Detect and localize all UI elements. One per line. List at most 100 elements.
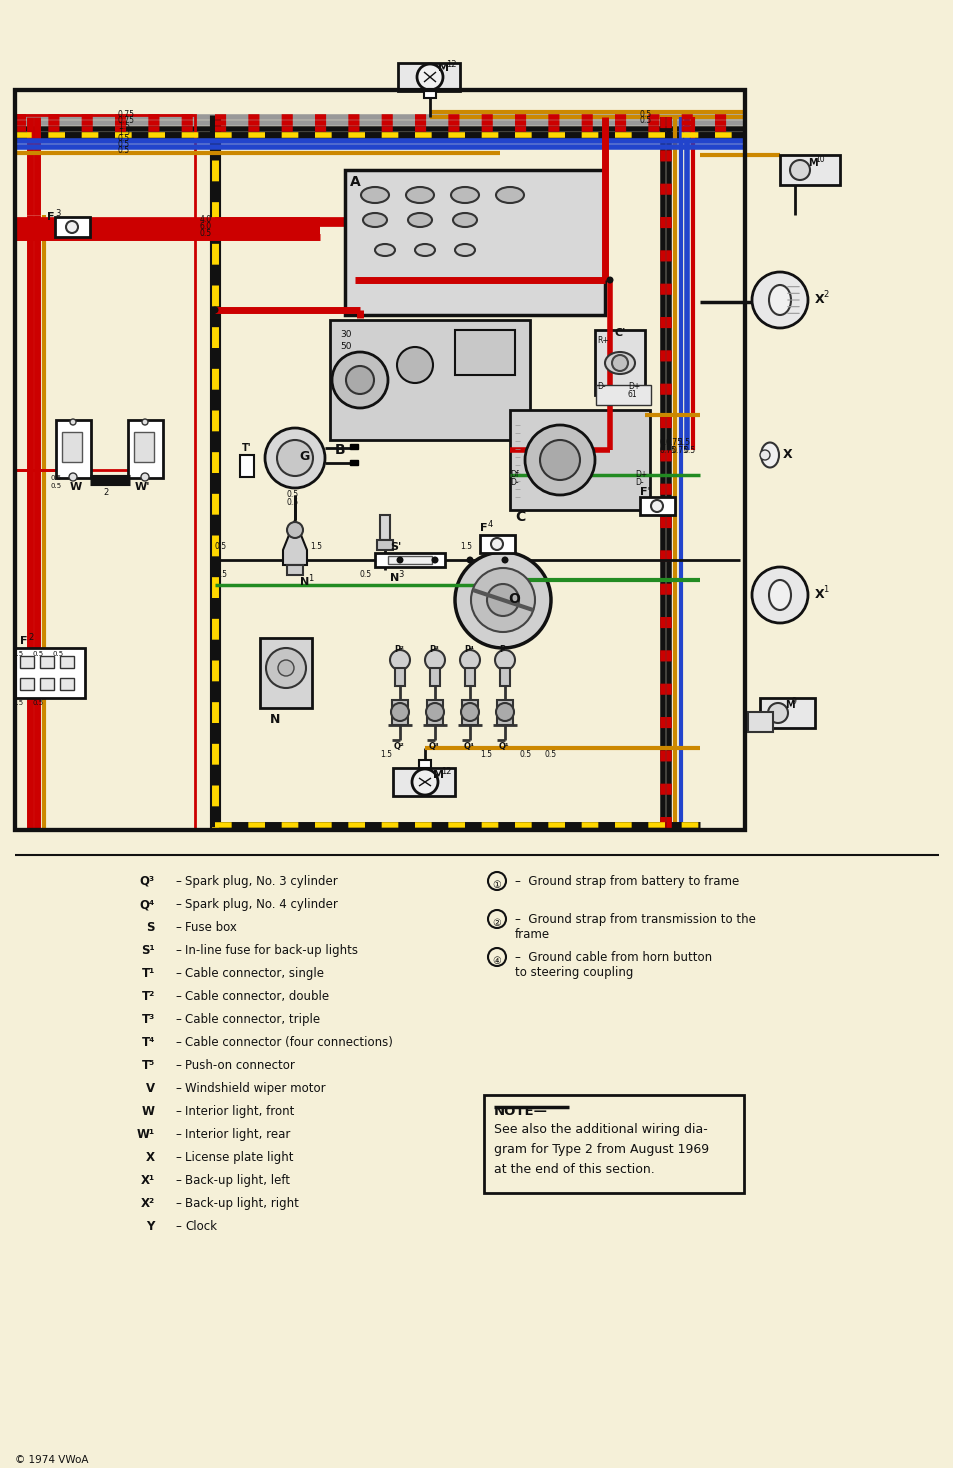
Ellipse shape: [768, 285, 790, 316]
Bar: [464, 668, 475, 686]
Text: X: X: [146, 1151, 154, 1164]
Text: –: –: [174, 1082, 181, 1095]
Bar: [423, 90, 436, 98]
Circle shape: [69, 473, 77, 482]
Bar: [350, 459, 357, 465]
Bar: [128, 420, 163, 479]
Text: R+: R+: [597, 336, 608, 345]
Text: License plate light: License plate light: [185, 1151, 294, 1164]
Text: G: G: [298, 451, 309, 462]
Circle shape: [539, 440, 579, 480]
Text: X: X: [814, 294, 823, 305]
Circle shape: [212, 307, 218, 314]
Text: Q⁴: Q⁴: [139, 898, 154, 912]
Text: 0.5: 0.5: [639, 116, 652, 125]
Bar: [40, 656, 54, 668]
Text: 50: 50: [339, 342, 351, 351]
Text: F: F: [20, 636, 28, 646]
Text: –: –: [174, 1127, 181, 1141]
Text: F: F: [479, 523, 487, 533]
Text: D-: D-: [597, 382, 605, 390]
Bar: [388, 556, 432, 564]
Text: O: O: [507, 592, 519, 606]
Text: See also the additional wiring dia-: See also the additional wiring dia-: [494, 1123, 707, 1136]
Text: T⁵: T⁵: [142, 1058, 154, 1072]
Text: –: –: [174, 875, 181, 888]
Text: 0.75: 0.75: [665, 437, 682, 446]
Text: 0.5: 0.5: [544, 750, 557, 759]
Text: N: N: [299, 577, 309, 587]
Circle shape: [789, 160, 809, 181]
Text: –: –: [174, 1151, 181, 1164]
Ellipse shape: [363, 213, 387, 228]
Text: 1.5: 1.5: [214, 570, 227, 578]
Polygon shape: [283, 520, 307, 565]
Circle shape: [491, 537, 502, 550]
Text: D-: D-: [635, 479, 643, 487]
Bar: [330, 320, 530, 440]
Circle shape: [495, 650, 515, 669]
Circle shape: [524, 426, 595, 495]
Text: M: M: [784, 700, 794, 711]
Circle shape: [496, 703, 514, 721]
Text: C': C': [615, 327, 626, 338]
Bar: [15, 647, 85, 697]
Circle shape: [760, 451, 769, 459]
Text: V: V: [146, 1082, 154, 1095]
Bar: [376, 540, 393, 550]
Bar: [455, 330, 515, 374]
Text: gram for Type 2 from August 1969: gram for Type 2 from August 1969: [494, 1144, 708, 1155]
Text: In-line fuse for back-up lights: In-line fuse for back-up lights: [185, 944, 357, 957]
Text: 0.5: 0.5: [118, 134, 130, 142]
Text: M: M: [437, 63, 449, 73]
Text: at the end of this section.: at the end of this section.: [494, 1163, 654, 1176]
Text: 9: 9: [791, 697, 796, 706]
Bar: [760, 697, 814, 728]
Text: 0.5: 0.5: [519, 750, 532, 759]
Text: –: –: [174, 944, 181, 957]
Text: T¹: T¹: [142, 967, 154, 981]
Bar: [20, 656, 34, 668]
Bar: [15, 115, 194, 829]
Text: © 1974 VWoA: © 1974 VWoA: [15, 1455, 89, 1465]
Circle shape: [459, 650, 479, 669]
Ellipse shape: [408, 213, 432, 228]
Text: –  Ground cable from horn button
to steering coupling: – Ground cable from horn button to steer…: [515, 951, 711, 979]
Text: W¹: W¹: [136, 1127, 154, 1141]
Text: C: C: [515, 509, 525, 524]
Text: P²: P²: [394, 644, 403, 655]
Text: –: –: [174, 920, 181, 934]
Circle shape: [391, 703, 409, 721]
Bar: [287, 565, 303, 575]
Circle shape: [431, 556, 438, 564]
Circle shape: [416, 65, 442, 90]
Ellipse shape: [760, 442, 779, 467]
Text: 0.5: 0.5: [50, 483, 61, 489]
Text: Q⁴: Q⁴: [463, 741, 475, 752]
Text: 0.75: 0.75: [118, 116, 135, 125]
Text: 1.5: 1.5: [678, 437, 689, 446]
Circle shape: [501, 556, 508, 564]
Ellipse shape: [604, 352, 635, 374]
Bar: [15, 90, 744, 829]
Text: Cable connector, single: Cable connector, single: [185, 967, 324, 981]
Text: 30: 30: [339, 330, 351, 339]
Circle shape: [650, 501, 662, 512]
Text: T³: T³: [142, 1013, 154, 1026]
Bar: [392, 700, 408, 725]
Text: –: –: [174, 967, 181, 981]
Circle shape: [426, 703, 443, 721]
Text: 1.5: 1.5: [459, 542, 472, 550]
Circle shape: [455, 552, 551, 647]
Ellipse shape: [406, 186, 434, 203]
Bar: [747, 712, 772, 733]
Text: 1.5: 1.5: [118, 128, 130, 137]
Text: 0.5: 0.5: [639, 110, 652, 119]
Circle shape: [612, 355, 627, 371]
Bar: [345, 170, 604, 316]
Text: Cable connector, double: Cable connector, double: [185, 989, 329, 1003]
Circle shape: [287, 523, 303, 537]
Bar: [595, 330, 644, 395]
Ellipse shape: [496, 186, 523, 203]
Text: Interior light, front: Interior light, front: [185, 1105, 294, 1119]
